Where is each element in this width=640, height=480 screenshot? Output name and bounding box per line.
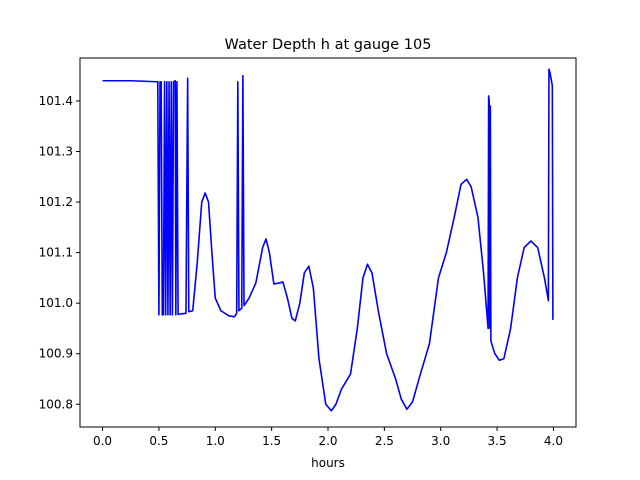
plot-area bbox=[102, 68, 554, 412]
x-tick-label: 1.0 bbox=[206, 434, 225, 448]
x-tick-label: 1.5 bbox=[262, 434, 281, 448]
plot-frame bbox=[79, 57, 577, 428]
x-tick-label: 3.0 bbox=[431, 434, 450, 448]
y-tick-label: 101.1 bbox=[39, 246, 73, 260]
x-tick-label: 2.5 bbox=[375, 434, 394, 448]
y-axis: 100.8 100.9 101.0 101.1 101.2 101.3 101.4 bbox=[39, 94, 80, 411]
x-tick-label: 0.0 bbox=[93, 434, 112, 448]
x-tick-label: 0.5 bbox=[149, 434, 168, 448]
series-line-0 bbox=[102, 68, 554, 412]
x-tick-label: 4.0 bbox=[544, 434, 563, 448]
y-tick-label: 101.4 bbox=[39, 94, 73, 108]
y-tick-label: 101.3 bbox=[39, 145, 73, 159]
x-axis-label: hours bbox=[311, 456, 345, 470]
chart-title: Water Depth h at gauge 105 bbox=[225, 37, 432, 53]
x-tick-label: 2.0 bbox=[318, 434, 337, 448]
y-tick-label: 100.8 bbox=[39, 397, 73, 411]
x-axis: 0.0 0.5 1.0 1.5 2.0 2.5 3.0 3.5 4.0 bbox=[93, 427, 563, 448]
y-tick-label: 101.0 bbox=[39, 296, 73, 310]
x-tick-label: 3.5 bbox=[488, 434, 507, 448]
y-tick-label: 101.2 bbox=[39, 195, 73, 209]
y-tick-label: 100.9 bbox=[39, 347, 73, 361]
